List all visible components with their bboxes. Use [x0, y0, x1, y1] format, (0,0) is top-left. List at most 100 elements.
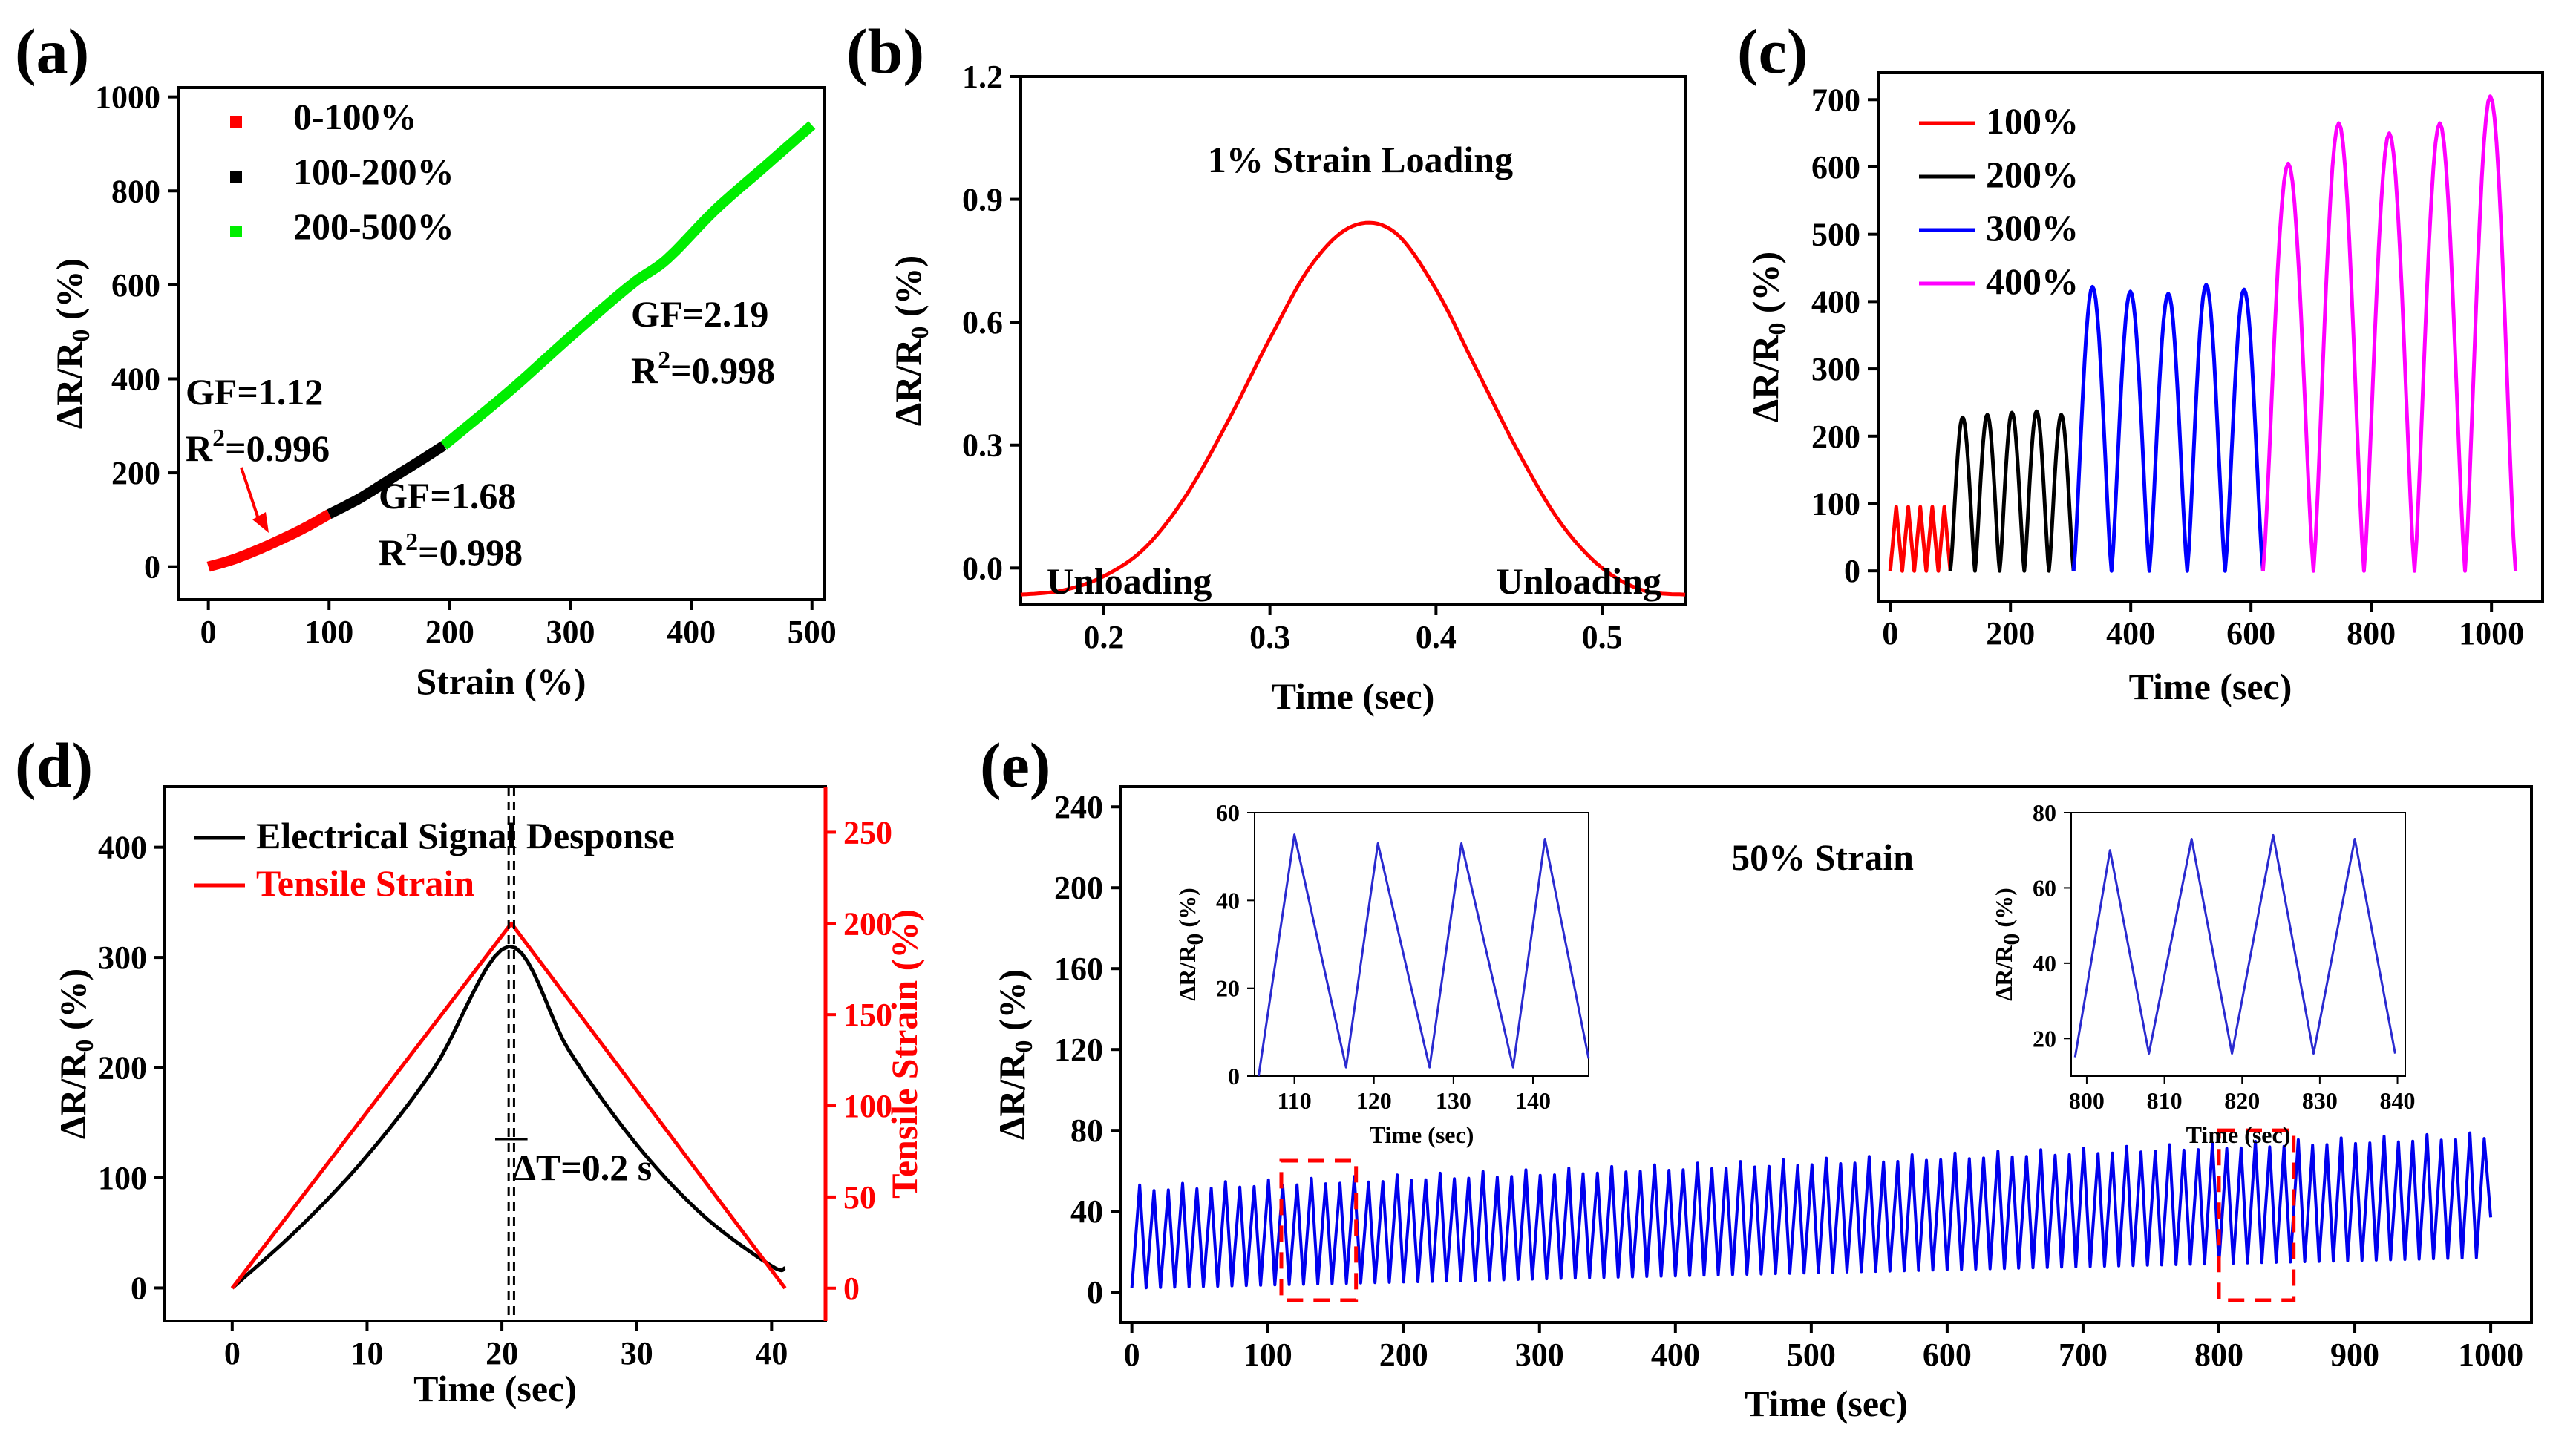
x-tick-label: 900	[2330, 1337, 2379, 1373]
y-tick-label: 0	[144, 549, 160, 586]
r2-value: =0.998	[670, 350, 775, 391]
y-axis-label-unit: (%)	[48, 258, 90, 330]
y-tick-label: 500	[1811, 217, 1860, 253]
series-line-0	[1130, 1131, 2493, 1290]
x-tick-label: 600	[1923, 1337, 1972, 1373]
r2-annotation-1: R2=0.998	[379, 528, 523, 573]
y-axis-label-main: ΔR/R	[1174, 945, 1200, 1001]
y-axis-label-sub: 0	[1181, 934, 1208, 945]
y-tick-label: 200	[1811, 419, 1860, 455]
y-tick-label: 400	[98, 830, 147, 866]
y-tick-label: 60	[1216, 799, 1240, 826]
y-axis-label-unit: (%)	[52, 968, 94, 1040]
plot-title: 1% Strain Loading	[1208, 139, 1513, 180]
gf-annotation-0: GF=1.12	[186, 371, 323, 413]
legend-label-0: 100%	[1986, 100, 2079, 142]
y-tick-label: 1.2	[962, 59, 1003, 95]
legend-label-1: 100-200%	[293, 151, 454, 192]
inset-bg	[2071, 813, 2405, 1076]
x-tick-label: 110	[1277, 1087, 1311, 1114]
x-tick-label: 500	[1787, 1337, 1836, 1373]
y-tick-label: 240	[1054, 789, 1103, 825]
x-tick-label: 840	[2380, 1087, 2416, 1114]
x-axis-label: Time (sec)	[1272, 675, 1435, 717]
y-axis-label-main: ΔR/R	[1990, 945, 2017, 1001]
y-axis-label-sub: 0	[1998, 934, 2024, 945]
x-tick-label: 830	[2302, 1087, 2338, 1114]
r2-prefix: R	[631, 350, 658, 391]
x-tick-label: 1000	[2458, 1337, 2523, 1373]
y-tick-label: 200	[1054, 870, 1103, 906]
plot-frame	[1877, 71, 2544, 603]
panel-label-b: (b)	[846, 16, 924, 87]
x-tick-label: 40	[755, 1335, 788, 1371]
y-axis-label-unit: (%)	[887, 255, 929, 327]
y-tick-label: 0.0	[962, 550, 1003, 586]
inset-series-line	[2073, 833, 2396, 1058]
legend-label-1: 200%	[1986, 154, 2079, 195]
plot-frame	[1254, 812, 1589, 1077]
x-tick-label: 300	[1515, 1337, 1564, 1373]
y-axis-label-main: ΔR/R	[48, 341, 90, 429]
series-line-1	[1948, 409, 2076, 573]
x-tick-label: 100	[1243, 1337, 1292, 1373]
legend-label-2: 300%	[1986, 207, 2079, 249]
x-tick-label: 0.2	[1083, 619, 1124, 655]
y-tick-label: 200	[111, 455, 160, 491]
panel-label-d: (d)	[15, 730, 93, 801]
y-axis-label-unit: (%)	[1990, 888, 2017, 933]
x-tick-label: 800	[2069, 1087, 2105, 1114]
r2-value: =0.998	[418, 531, 523, 573]
r2-annotation-0: R2=0.996	[186, 425, 330, 469]
y-tick-label: 200	[98, 1050, 147, 1086]
y-axis-label-unit: (%)	[1745, 252, 1786, 323]
y-tick-label: 300	[1811, 351, 1860, 387]
plot-title: 50% Strain	[1731, 836, 1914, 878]
y-tick-label: 40	[1216, 887, 1240, 914]
series-line-0	[204, 509, 333, 572]
x-axis-label: Time (sec)	[413, 1368, 577, 1409]
y-tick-label: 0.3	[962, 427, 1003, 464]
y-tick-label: 0.6	[962, 304, 1003, 341]
series-line-2	[440, 121, 816, 450]
legend-label-1: Tensile Strain	[256, 862, 474, 904]
y2-tick-label: 100	[843, 1088, 892, 1124]
inset-series-line	[1257, 833, 1590, 1077]
y-tick-label: 20	[2033, 1025, 2056, 1052]
y2-tick-label: 200	[843, 905, 892, 942]
delta-t-label: ΔT=0.2 s	[513, 1147, 653, 1188]
x-tick-label: 30	[621, 1335, 653, 1371]
x-axis-label: Time (sec)	[1745, 1383, 1908, 1424]
y2-tick-label: 0	[843, 1271, 860, 1307]
x-tick-label: 0.4	[1416, 619, 1457, 655]
y-axis-label-sub: 0	[1764, 323, 1791, 335]
y2-axis-label: Tensile Strain (%)	[883, 909, 925, 1199]
x-tick-label: 500	[788, 614, 837, 650]
y-axis-label-main: ΔR/R	[1745, 335, 1786, 422]
x-tick-label: 600	[2226, 615, 2275, 652]
inset-x-axis-label: Time (sec)	[2186, 1121, 2291, 1148]
legend-label-0: Electrical Signal Desponse	[256, 815, 675, 856]
y-tick-label: 0	[1228, 1063, 1240, 1089]
annotation-arrow	[240, 467, 261, 524]
x-tick-label: 300	[546, 614, 595, 650]
x-tick-label: 810	[2147, 1087, 2183, 1114]
y-tick-label: 400	[111, 361, 160, 397]
panel-e: 0 100 200 300 400 500 600 700 800 900 100004080120…	[991, 785, 2533, 1424]
x-tick-label: 800	[2347, 615, 2396, 652]
x-tick-label: 200	[1986, 615, 2035, 652]
y-axis-label-sub: 0	[71, 1040, 99, 1052]
y-axis-label: ΔR/R0 (%)	[52, 968, 99, 1139]
inset-1: 800 810 820 830 840 20 40 60 80 ΔR/R0 (%) Time (se…	[1990, 799, 2416, 1148]
x-tick-label: 140	[1515, 1087, 1551, 1114]
x-tick-label: 700	[2059, 1337, 2108, 1373]
y-tick-label: 400	[1811, 283, 1860, 320]
y-axis-label-unit: (%)	[991, 969, 1033, 1040]
plot-frame	[1119, 785, 2533, 1324]
y-tick-label: 800	[111, 173, 160, 209]
y2-tick-label: 150	[843, 997, 892, 1033]
legend-marker-1	[230, 171, 242, 183]
y-tick-label: 60	[2033, 874, 2056, 901]
